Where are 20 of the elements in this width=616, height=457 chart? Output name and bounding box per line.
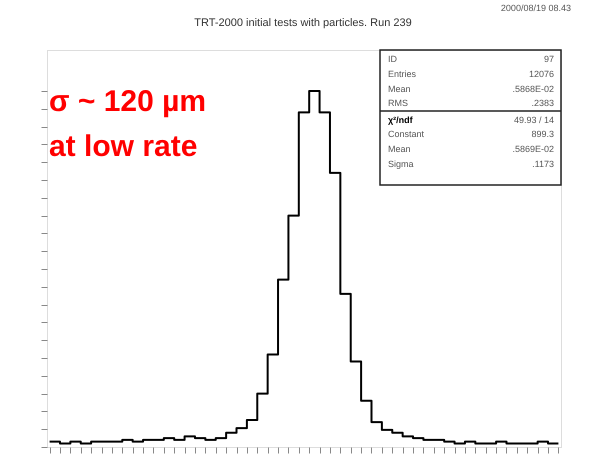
annotation: 49.93 / 14 [514, 115, 554, 125]
text: 2000/08/19 08.43 [500, 3, 571, 13]
annotation: Constant [388, 129, 425, 139]
chart-title: TRT-2000 initial tests with particles. Run 239 [194, 17, 412, 29]
annotation: .5868E-02 [512, 84, 554, 94]
text: ID [388, 54, 398, 64]
annotation: RMS [388, 98, 408, 108]
text: 97 [544, 54, 554, 64]
text: 12076 [528, 69, 554, 79]
text: Entries [388, 69, 417, 79]
annotation: σ ~ 120 µm [49, 85, 206, 118]
annotation: Mean [388, 84, 411, 94]
annotation: .5869E-02 [512, 144, 554, 154]
annotation: χ²/ndf [388, 115, 414, 125]
annotation: Mean [388, 144, 411, 154]
annotation: 899.3 [531, 129, 554, 139]
annotation: Sigma [388, 159, 414, 169]
annotation: .1173 [532, 159, 554, 169]
annotation: .2383 [531, 98, 554, 108]
annotation: at low rate [49, 130, 198, 163]
